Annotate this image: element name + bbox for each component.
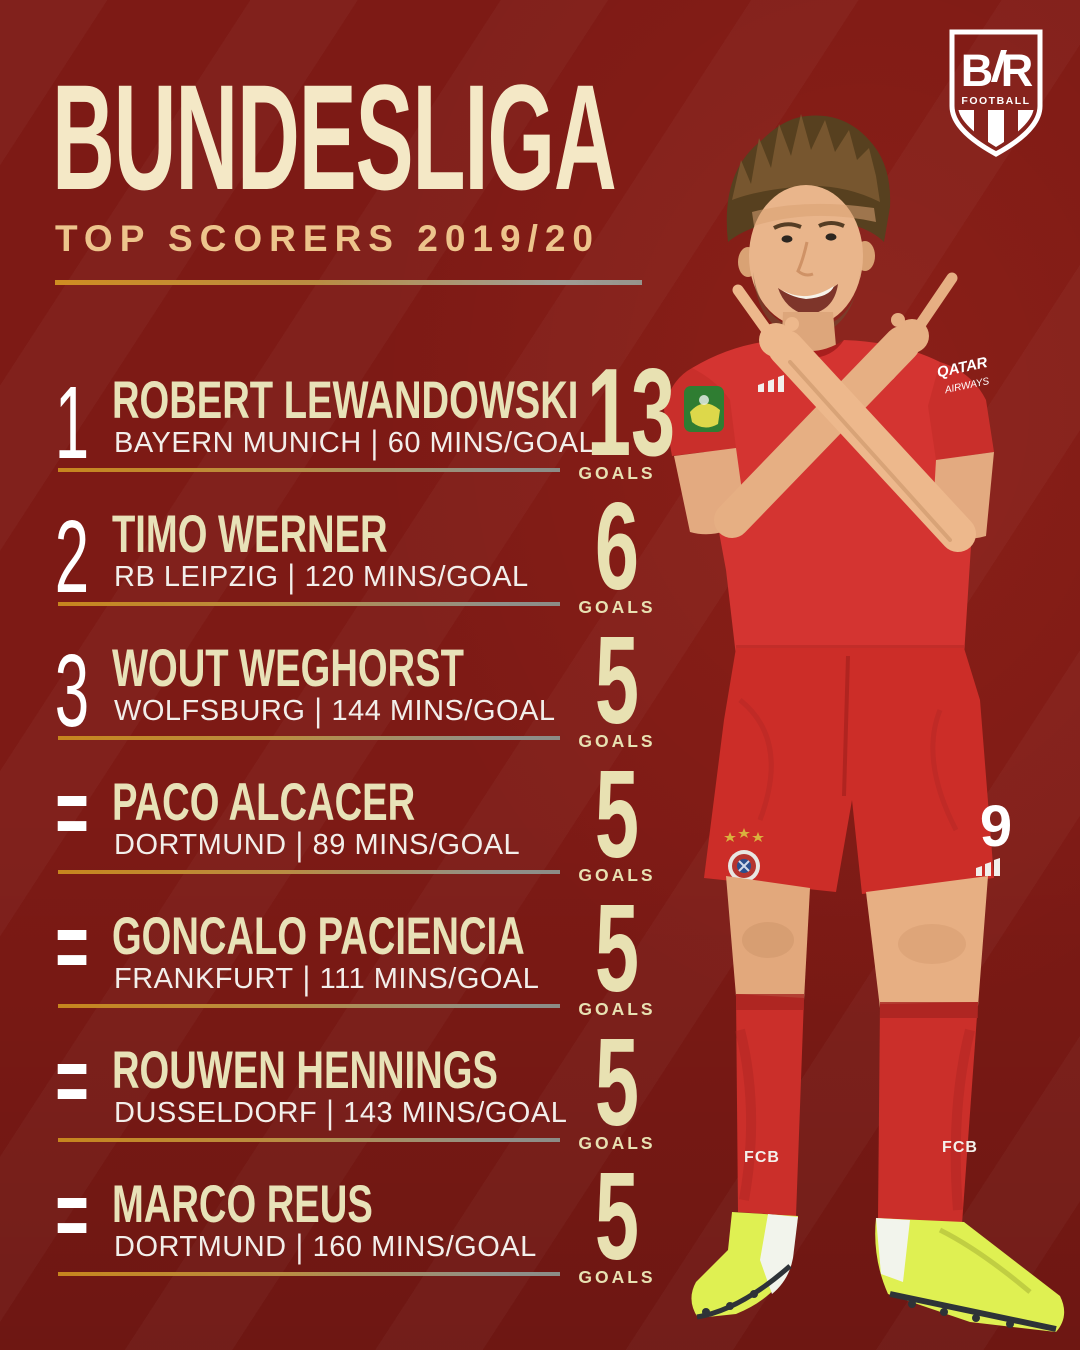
- row-divider: [58, 870, 560, 874]
- shorts-adidas-icon: [976, 858, 1000, 876]
- team-label: DORTMUND: [114, 1231, 287, 1263]
- goals-label: GOALS: [578, 731, 656, 751]
- player-name: PACO ALCACER: [112, 773, 416, 832]
- logo-letter-b: B: [961, 45, 994, 96]
- separator: |: [295, 1228, 304, 1266]
- team-label: FRANKFURT: [114, 963, 294, 995]
- br-football-logo: B R FOOTBALL: [949, 29, 1043, 157]
- separator: |: [295, 826, 304, 864]
- scorer-row-4: = PACO ALCACER DORTMUND | 89 MINS/GOAL 5 G…: [0, 753, 668, 919]
- rate-label: 111 MINS/GOAL: [319, 963, 540, 995]
- player-photo: QATAR AIRWAYS: [664, 114, 1065, 1332]
- rank-label: =: [55, 762, 89, 864]
- row-divider: [58, 468, 560, 472]
- separator: |: [370, 424, 379, 462]
- row-divider: [58, 736, 560, 740]
- player-name: MARCO REUS: [112, 1175, 373, 1234]
- goals-number: 5: [594, 1148, 640, 1286]
- scorer-row-7: = MARCO REUS DORTMUND | 160 MINS/GOAL 5 GO…: [0, 1155, 668, 1321]
- team-label: WOLFSBURG: [114, 695, 306, 727]
- goals-label: GOALS: [578, 597, 656, 617]
- rank-label: 1: [54, 365, 90, 480]
- rank-label: 3: [54, 633, 90, 748]
- player-meta: DORTMUND | 160 MINS/GOAL: [114, 1228, 537, 1266]
- goals-label: GOALS: [578, 463, 656, 483]
- adidas-logo-icon: [758, 375, 784, 392]
- row-divider: [58, 602, 560, 606]
- goals-label: GOALS: [578, 999, 656, 1019]
- rate-label: 160 MINS/GOAL: [312, 1231, 537, 1263]
- goals-number: 13: [586, 344, 676, 482]
- rate-label: 143 MINS/GOAL: [343, 1097, 568, 1129]
- player-meta: DUSSELDORF | 143 MINS/GOAL: [114, 1094, 568, 1132]
- team-label: RB LEIPZIG: [114, 561, 279, 593]
- scorer-row-6: = ROUWEN HENNINGS DUSSELDORF | 143 MINS/GO…: [0, 1021, 668, 1187]
- page-subtitle: TOP SCORERS 2019/20: [55, 218, 601, 259]
- player-meta: DORTMUND | 89 MINS/GOAL: [114, 826, 521, 864]
- goals-number: 6: [594, 478, 640, 616]
- rate-label: 144 MINS/GOAL: [331, 695, 556, 727]
- rate-label: 120 MINS/GOAL: [304, 561, 529, 593]
- rank-label: =: [55, 1164, 89, 1266]
- player-meta: WOLFSBURG | 144 MINS/GOAL: [114, 692, 556, 730]
- separator: |: [314, 692, 323, 730]
- team-label: BAYERN MUNICH: [114, 427, 362, 459]
- goals-label: GOALS: [578, 1267, 656, 1287]
- rate-label: 60 MINS/GOAL: [387, 427, 596, 459]
- row-divider: [58, 1004, 560, 1008]
- player-meta: RB LEIPZIG | 120 MINS/GOAL: [114, 558, 529, 596]
- goals-number: 5: [594, 880, 640, 1018]
- goals-label: GOALS: [578, 865, 656, 885]
- shorts-number: 9: [980, 794, 1012, 859]
- player-shorts: [704, 648, 994, 894]
- rate-label: 89 MINS/GOAL: [312, 829, 521, 861]
- bundesliga-patch: [684, 386, 724, 432]
- rank-label: 2: [54, 499, 90, 614]
- rank-label: =: [55, 896, 89, 998]
- rank-label: =: [55, 1030, 89, 1132]
- title-divider: [55, 280, 642, 285]
- scorer-row-2: 2 TIMO WERNER RB LEIPZIG | 120 MINS/GOAL 6…: [0, 485, 668, 651]
- page-title: BUNDESLIGA: [52, 53, 617, 221]
- scorer-row-5: = GONCALO PACIENCIA FRANKFURT | 111 MINS/G…: [0, 887, 668, 1053]
- team-label: DORTMUND: [114, 829, 287, 861]
- scorer-row-3: 3 WOUT WEGHORST WOLFSBURG | 144 MINS/GOAL …: [0, 619, 668, 785]
- sock-text-left: FCB: [744, 1149, 780, 1166]
- player-name: ROUWEN HENNINGS: [112, 1041, 498, 1100]
- scorer-row-1: 1 ROBERT LEWANDOWSKI BAYERN MUNICH | 60 MI…: [0, 351, 675, 517]
- sock-text-right: FCB: [942, 1139, 978, 1156]
- row-divider: [58, 1138, 560, 1142]
- logo-slash: [991, 50, 1007, 82]
- separator: |: [302, 960, 311, 998]
- separator: |: [287, 558, 296, 596]
- separator: |: [326, 1094, 335, 1132]
- team-label: DUSSELDORF: [114, 1097, 318, 1129]
- row-divider: [58, 1272, 560, 1276]
- player-jersey: [692, 340, 972, 656]
- goals-label: GOALS: [578, 1133, 656, 1153]
- player-name: WOUT WEGHORST: [112, 639, 464, 698]
- goals-number: 5: [594, 746, 640, 884]
- player-name: TIMO WERNER: [112, 505, 388, 564]
- player-socks: [736, 994, 804, 1216]
- shield-outline: [949, 29, 1043, 157]
- player-meta: FRANKFURT | 111 MINS/GOAL: [114, 960, 540, 998]
- player-boots: [691, 1212, 1065, 1332]
- logo-football-label: FOOTBALL: [961, 95, 1030, 107]
- shorts-crest: [724, 828, 764, 882]
- player-meta: BAYERN MUNICH | 60 MINS/GOAL: [114, 424, 596, 462]
- goals-number: 5: [594, 1014, 640, 1152]
- goals-number: 5: [594, 612, 640, 750]
- player-name: ROBERT LEWANDOWSKI: [112, 371, 579, 430]
- logo-letter-r: R: [1001, 45, 1034, 96]
- player-name: GONCALO PACIENCIA: [112, 907, 525, 966]
